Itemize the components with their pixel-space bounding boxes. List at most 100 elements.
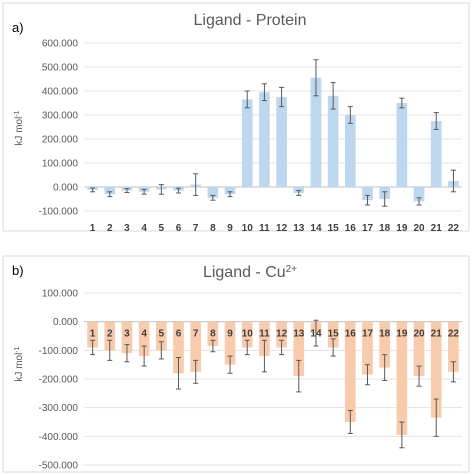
bar (396, 321, 408, 435)
category-label: 8 (210, 223, 216, 234)
y-tick-label: -500.000 (39, 461, 79, 472)
chart-panel-a: a) Ligand - Protein kJ mol-1 600.000 500.… (2, 2, 470, 234)
panel-b-ylabel-sup: -1 (14, 346, 21, 352)
bar (430, 321, 442, 418)
category-label: 22 (448, 329, 460, 340)
bar (362, 187, 373, 201)
category-label: 3 (124, 223, 130, 234)
category-label: 18 (379, 329, 391, 340)
bar (448, 321, 459, 372)
bar (207, 321, 219, 347)
bar (207, 187, 219, 198)
bar (344, 321, 356, 422)
bar (138, 321, 150, 357)
bar (241, 321, 253, 348)
category-label: 1 (90, 329, 96, 340)
category-label: 4 (141, 329, 147, 340)
y-tick-label: 500.000 (42, 63, 79, 74)
bar (104, 321, 116, 351)
category-label: 5 (159, 223, 165, 234)
y-tick-label: -300.000 (39, 403, 79, 414)
category-label: 20 (413, 329, 425, 340)
panel-b-category-labels: 1 2 3 4 5 6 7 8 9 10 11 12 13 14 15 16 17 18 19 20 21 22 (90, 329, 460, 340)
bar (293, 187, 305, 193)
panel-b-error-bars (90, 319, 456, 449)
category-label: 16 (345, 329, 357, 340)
category-label: 6 (176, 329, 182, 340)
category-label: 17 (362, 329, 374, 340)
y-tick-label: 100.000 (42, 159, 79, 170)
panel-b-title: Ligand - Cu2+ (203, 264, 297, 282)
category-label: 9 (227, 329, 233, 340)
bar (241, 99, 253, 187)
category-label: 21 (431, 223, 443, 234)
panel-b-y-ticks: 100.000 0.000 -100.000 -200.000 -300.000 -400… (39, 289, 79, 472)
y-tick-label: 0.000 (53, 183, 78, 194)
panel-a-ylabel-sup: -1 (14, 110, 21, 116)
panel-a-frame (2, 2, 470, 232)
category-label: 5 (159, 329, 165, 340)
bar (276, 321, 287, 348)
bar (293, 321, 305, 377)
category-label: 17 (362, 223, 374, 234)
bar (413, 187, 425, 202)
panel-a-y-ticks: 600.000 500.000 400.000 300.000 200.000 100.0… (39, 39, 79, 218)
category-label: 20 (413, 223, 425, 234)
bar (379, 321, 391, 368)
panel-a-error-bars (90, 59, 456, 207)
category-label: 11 (259, 329, 270, 340)
panel-b-y-axis-label: kJ mol-1 (14, 346, 26, 381)
category-label: 7 (193, 329, 199, 340)
panel-b-bars (87, 321, 459, 435)
panel-b-ylabel-text: kJ mol (14, 353, 25, 382)
category-label: 13 (293, 223, 305, 234)
bar (224, 321, 236, 365)
category-label: 22 (448, 223, 460, 234)
category-label: 12 (276, 329, 288, 340)
bar (310, 77, 322, 187)
bar (327, 321, 339, 348)
y-tick-label: 0.000 (53, 317, 78, 328)
panel-a-title-text: Ligand - Protein (194, 12, 307, 29)
bar (259, 92, 270, 187)
bar (344, 115, 356, 187)
category-label: 10 (242, 223, 254, 234)
category-label: 16 (345, 223, 357, 234)
category-label: 19 (396, 329, 408, 340)
category-label: 7 (193, 223, 199, 234)
panel-a-category-labels: 1 2 3 4 5 6 7 8 9 10 11 12 13 14 15 16 17 18 19 20 21 22 (90, 223, 460, 234)
category-label: 6 (176, 223, 182, 234)
y-tick-label: 400.000 (42, 87, 79, 98)
category-label: 3 (124, 329, 130, 340)
category-label: 12 (276, 223, 288, 234)
panel-a-y-axis-label: kJ mol-1 (14, 110, 26, 145)
bar (104, 187, 116, 195)
category-label: 10 (242, 329, 254, 340)
panel-a-ylabel-text: kJ mol (14, 117, 25, 146)
bar (396, 103, 408, 187)
panel-b-label: b) (12, 263, 24, 278)
chart-panel-b: b) Ligand - Cu2+ kJ mol-1 100.000 0.000 -1… (2, 255, 470, 473)
panel-b-title-sup: 2+ (286, 264, 298, 275)
category-label: 19 (396, 223, 408, 234)
y-tick-label: -100.000 (39, 346, 79, 357)
category-label: 8 (210, 329, 216, 340)
y-tick-label: -400.000 (39, 432, 79, 443)
category-label: 18 (379, 223, 391, 234)
category-label: 4 (141, 223, 147, 234)
bar (413, 321, 425, 377)
bar (259, 321, 270, 357)
bar (173, 321, 184, 374)
y-tick-label: -200.000 (39, 375, 79, 386)
category-label: 9 (227, 223, 233, 234)
category-label: 15 (328, 223, 340, 234)
bar (362, 321, 373, 375)
y-tick-label: 600.000 (42, 39, 79, 50)
category-label: 21 (431, 329, 443, 340)
category-label: 2 (107, 223, 113, 234)
panel-a-title: Ligand - Protein (194, 12, 307, 29)
category-label: 2 (107, 329, 113, 340)
category-label: 14 (310, 329, 322, 340)
bar (430, 121, 442, 187)
